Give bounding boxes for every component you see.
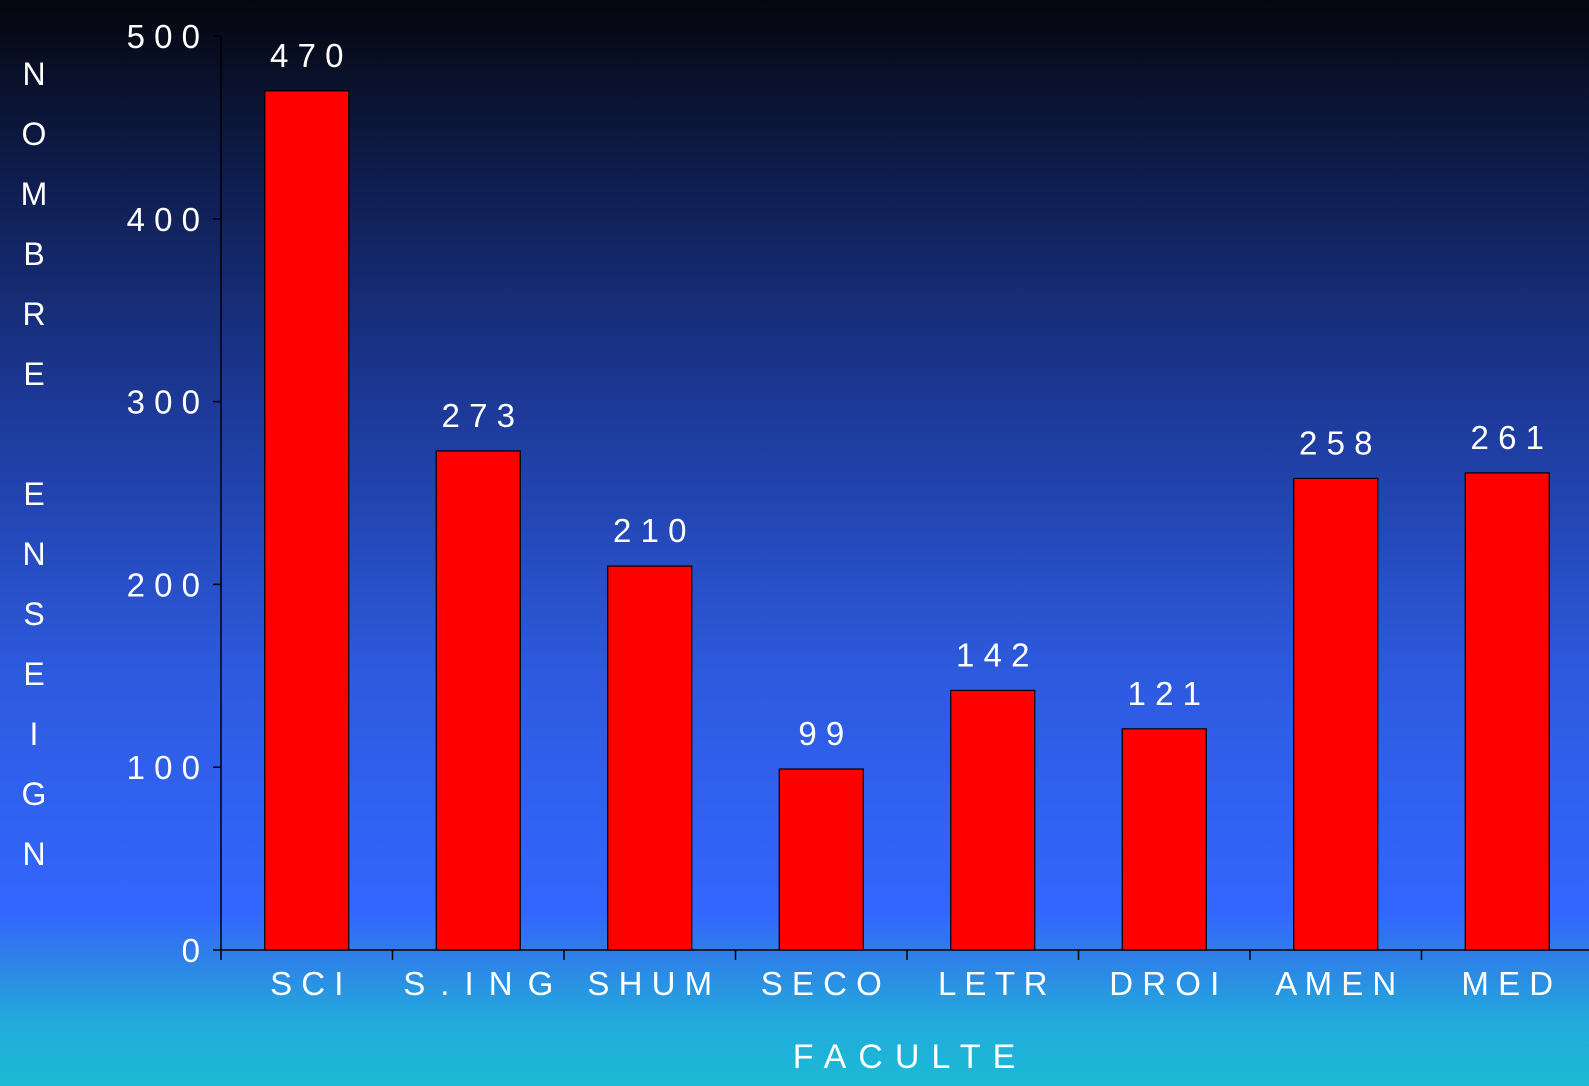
x-axis-label: FACULTE (792, 1038, 1028, 1076)
category-label: D R O I (1109, 965, 1219, 1002)
y-axis-label-letter: E (23, 356, 45, 392)
y-axis-label-letter: N (22, 536, 46, 572)
data-label: 4 7 0 (270, 37, 343, 74)
bar-shum (607, 565, 693, 951)
y-axis-label-letter: E (23, 476, 45, 512)
data-label: 2 5 8 (1299, 424, 1372, 461)
data-label: 9 9 (798, 715, 844, 752)
bar-letr (950, 689, 1036, 951)
data-label: 2 1 0 (613, 512, 686, 549)
y-tick-label: 4 0 0 (127, 201, 200, 238)
y-axis-label-letter: O (21, 116, 47, 152)
data-label: 1 2 1 (1128, 675, 1201, 712)
category-label: S H U M (587, 965, 712, 1002)
y-axis-label-letter: E (23, 656, 45, 692)
bar-med (1464, 472, 1550, 951)
bar-seco (778, 768, 864, 951)
y-axis-label-letter: N (22, 836, 46, 872)
bar-sci (264, 90, 350, 951)
data-label: 2 7 3 (442, 397, 515, 434)
y-axis-label-letter: S (23, 596, 45, 632)
category-label: S . I N G (403, 965, 553, 1002)
bar-droi (1121, 728, 1207, 951)
category-label: M E D (1461, 965, 1553, 1002)
data-label: 2 6 1 (1471, 419, 1544, 456)
y-axis-label-letter: G (21, 776, 47, 812)
y-tick-label: 0 (182, 932, 200, 969)
y-tick-label: 1 0 0 (127, 749, 200, 786)
category-label: S E C O (761, 965, 882, 1002)
y-axis-label-letter: M (20, 176, 48, 212)
bar-sing (435, 450, 521, 951)
y-tick-label: 5 0 0 (127, 18, 200, 55)
category-label: S C I (270, 965, 343, 1002)
category-label: L E T R (938, 965, 1047, 1002)
y-axis-label-letter: B (23, 236, 45, 272)
category-label: A M E N (1275, 965, 1396, 1002)
y-tick-label: 2 0 0 (127, 566, 200, 603)
data-label: 1 4 2 (956, 636, 1029, 673)
y-tick-label: 3 0 0 (127, 384, 200, 421)
y-axis-label-letter: R (22, 296, 46, 332)
y-axis-label-letter: N (22, 56, 46, 92)
bar-amen (1293, 477, 1379, 951)
y-axis-label-letter: I (29, 716, 39, 752)
